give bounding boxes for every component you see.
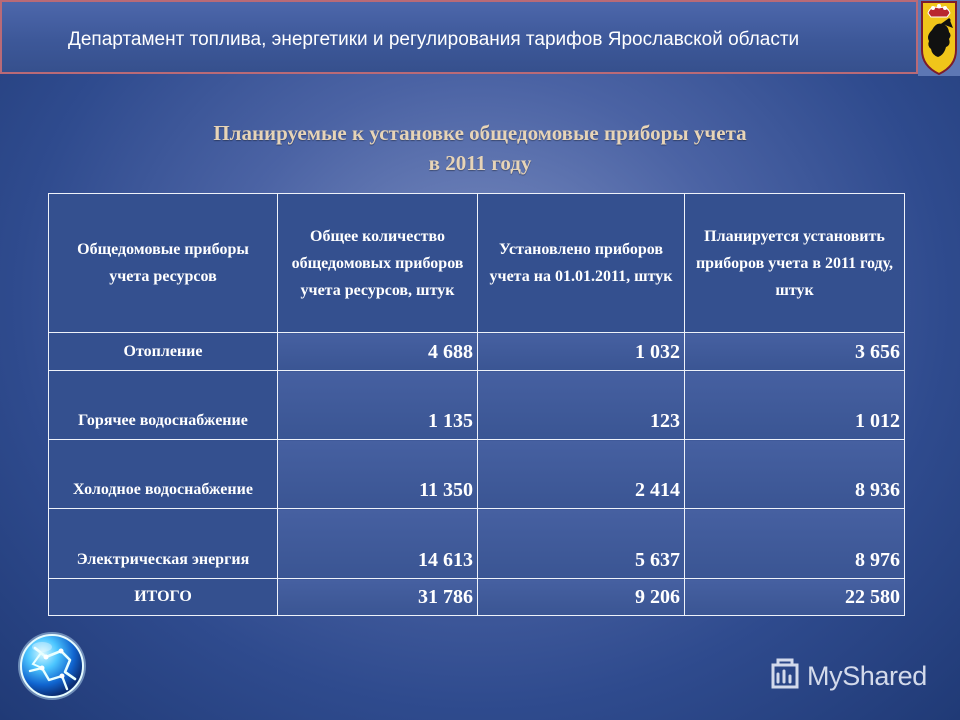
- total-count-cell: 11 350: [277, 439, 478, 509]
- planned-count-cell: 1 012: [684, 370, 905, 440]
- table-row-electricity: Электрическая энергия 14 613 5 637 8 976: [48, 508, 905, 579]
- planned-count-cell: 3 656: [684, 332, 905, 371]
- myshared-logo-icon: [767, 656, 803, 697]
- resource-cell: Отопление: [48, 332, 278, 371]
- table-row-cold-water: Холодное водоснабжение 11 350 2 414 8 93…: [48, 439, 905, 509]
- total-count-cell: 1 135: [277, 370, 478, 440]
- table-header-row: Общедомовые приборы учета ресурсов Общее…: [48, 193, 905, 333]
- total-count-cell: 14 613: [277, 508, 478, 579]
- planned-count-cell: 8 976: [684, 508, 905, 579]
- metering-devices-table: Общедомовые приборы учета ресурсов Общее…: [48, 193, 905, 616]
- total-count-cell: 4 688: [277, 332, 478, 371]
- column-header-installed: Установлено приборов учета на 01.01.2011…: [477, 193, 685, 333]
- total-count-cell: 31 786: [277, 578, 478, 616]
- slide-title-line-1: Планируемые к установке общедомовые приб…: [213, 121, 747, 145]
- yaroslavl-region-coat-of-arms-icon: [918, 0, 960, 76]
- slide-title: Планируемые к установке общедомовые приб…: [120, 118, 840, 178]
- watermark-text: MyShared: [807, 661, 927, 691]
- planned-count-cell: 8 936: [684, 439, 905, 509]
- installed-count-cell: 123: [477, 370, 685, 440]
- column-header-planned: Планируется установить приборов учета в …: [684, 193, 905, 333]
- column-header-resource: Общедомовые приборы учета ресурсов: [48, 193, 278, 333]
- installed-count-cell: 9 206: [477, 578, 685, 616]
- total-label-cell: ИТОГО: [48, 578, 278, 616]
- planned-count-cell: 22 580: [684, 578, 905, 616]
- slide-title-line-2: в 2011 году: [428, 151, 532, 175]
- installed-count-cell: 1 032: [477, 332, 685, 371]
- installed-count-cell: 5 637: [477, 508, 685, 579]
- header-title: Департамент топлива, энергетики и регули…: [68, 29, 800, 50]
- resource-cell: Горячее водоснабжение: [48, 370, 278, 440]
- table-header: Общедомовые приборы учета ресурсов Общее…: [48, 193, 905, 333]
- resource-cell: Холодное водоснабжение: [48, 439, 278, 509]
- table-row-total: ИТОГО 31 786 9 206 22 580: [48, 578, 905, 616]
- table-row-hot-water: Горячее водоснабжение 1 135 123 1 012: [48, 370, 905, 440]
- table-body: Отопление 4 688 1 032 3 656 Горячее водо…: [48, 332, 905, 616]
- resource-cell: Электрическая энергия: [48, 508, 278, 579]
- header-bar: Департамент топлива, энергетики и регули…: [0, 0, 918, 74]
- myshared-watermark: MyShared: [767, 657, 947, 695]
- column-header-total: Общее количество общедомовых приборов уч…: [277, 193, 478, 333]
- globe-icon: [15, 629, 89, 703]
- table-row-heating: Отопление 4 688 1 032 3 656: [48, 332, 905, 371]
- installed-count-cell: 2 414: [477, 439, 685, 509]
